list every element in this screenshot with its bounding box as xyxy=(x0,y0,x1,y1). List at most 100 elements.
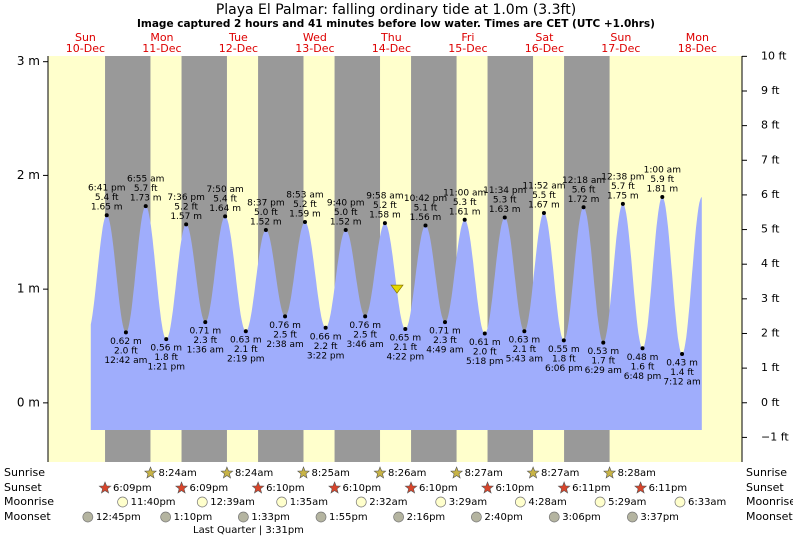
tide-label: 10:42 pm xyxy=(404,194,447,204)
moonrise-time: 6:33am xyxy=(688,497,726,508)
sunrise-icon xyxy=(144,466,157,479)
y2-tick-label: 1 ft xyxy=(761,361,780,374)
moonrise-time: 5:29am xyxy=(608,497,646,508)
weekday-label: Mon xyxy=(686,31,709,44)
moonrise-icon xyxy=(674,496,686,508)
tide-label: 7:12 am xyxy=(663,377,700,387)
tide-point xyxy=(680,351,685,356)
tide-label: 1.73 m xyxy=(130,194,162,204)
row-label: Sunrise xyxy=(4,466,45,479)
tide-label: 1.59 m xyxy=(289,210,321,220)
tide-label: 12:18 am xyxy=(562,176,605,186)
moonrise-icon xyxy=(355,496,367,508)
tide-label: 2.1 ft xyxy=(393,343,417,353)
weekday-label: Tue xyxy=(228,31,248,44)
tide-label: 1.61 m xyxy=(449,207,481,217)
y2-tick-label: 8 ft xyxy=(761,119,780,132)
date-label: 16-Dec xyxy=(525,42,564,55)
tide-label: 5:18 pm xyxy=(466,357,504,367)
tide-label: 5.5 ft xyxy=(532,191,556,201)
moonset-icon xyxy=(548,511,560,523)
tide-point xyxy=(283,314,288,319)
tide-point xyxy=(581,205,586,210)
tide-label: 0.48 m xyxy=(627,353,659,363)
sunset-icon xyxy=(634,481,648,494)
tide-label: 7:36 pm xyxy=(167,193,205,203)
tide-label: 5.4 ft xyxy=(213,194,237,204)
y2-tick-label: 9 ft xyxy=(761,84,780,97)
moonset-icon xyxy=(393,511,404,523)
tide-point xyxy=(184,222,189,227)
tide-label: 6:41 pm xyxy=(88,184,126,194)
tide-label: 0.71 m xyxy=(189,327,221,337)
moonrise-time: 3:29am xyxy=(449,497,487,508)
tide-label: 1.63 m xyxy=(489,205,521,215)
y2-tick-label: 10 ft xyxy=(761,49,787,62)
sunset-time: 6:10pm xyxy=(343,483,382,494)
row-label: Moonset xyxy=(4,510,51,523)
sunrise-icon xyxy=(373,466,387,479)
moonset-time: 1:10pm xyxy=(174,512,213,523)
moon-phase: Last Quarter | 3:31pm xyxy=(193,525,304,536)
tide-label: 6:55 am xyxy=(127,175,164,185)
sunrise-time: 8:28am xyxy=(618,468,656,479)
y-tick-label: 2 m xyxy=(17,168,40,182)
tide-label: 0.62 m xyxy=(110,337,142,347)
sunset-icon xyxy=(251,481,265,494)
sunset-time: 6:10pm xyxy=(496,483,535,494)
y2-tick-label: 6 ft xyxy=(761,188,780,201)
moonrise-time: 11:40pm xyxy=(131,497,176,508)
tide-label: 1.72 m xyxy=(568,195,600,205)
tide-label: 6:29 am xyxy=(585,366,622,376)
tide-label: 5.0 ft xyxy=(334,208,358,218)
y2-tick-label: 4 ft xyxy=(761,257,780,270)
tide-label: 1.8 ft xyxy=(552,354,576,364)
sunset-icon xyxy=(481,481,494,494)
tide-area xyxy=(90,197,702,430)
tide-point xyxy=(620,201,625,206)
tide-label: 2.5 ft xyxy=(273,330,297,340)
moonset-icon xyxy=(82,511,94,523)
row-label: Sunset xyxy=(4,481,42,494)
weekday-label: Sun xyxy=(610,31,631,44)
moonset-icon xyxy=(238,511,249,523)
tide-label: 2:19 pm xyxy=(227,355,265,365)
sunset-time: 6:09pm xyxy=(190,483,229,494)
sunrise-time: 8:26am xyxy=(388,468,426,479)
tide-label: 0.61 m xyxy=(469,338,501,348)
tide-point xyxy=(203,320,208,325)
tide-point xyxy=(660,195,665,200)
moonrise-icon xyxy=(276,496,288,508)
sunrise-time: 8:27am xyxy=(541,468,579,479)
tide-label: 3:46 am xyxy=(346,340,383,350)
tide-label: 7:50 am xyxy=(206,185,243,195)
tide-label: 6:48 pm xyxy=(624,372,662,382)
weekday-label: Wed xyxy=(303,31,327,44)
tide-label: 4:22 pm xyxy=(387,352,425,362)
moonrise-icon xyxy=(196,496,208,508)
sunset-icon xyxy=(557,481,571,494)
moonset-icon xyxy=(471,511,482,523)
sunset-time: 6:10pm xyxy=(419,483,458,494)
tide-label: 1:21 pm xyxy=(147,363,185,373)
tide-point xyxy=(302,220,307,225)
row-label: Sunset xyxy=(746,481,784,494)
tide-label: 3:22 pm xyxy=(307,351,345,361)
tide-point xyxy=(243,329,248,334)
tide-point xyxy=(541,210,546,215)
tide-label: 0.56 m xyxy=(150,344,182,354)
weekday-label: Thu xyxy=(380,31,402,44)
tide-label: 4:49 am xyxy=(426,346,463,356)
sunset-icon xyxy=(175,481,188,494)
moonrise-icon xyxy=(117,496,128,508)
tide-label: 11:52 am xyxy=(522,181,565,191)
sunset-time: 6:11pm xyxy=(572,483,611,494)
sunset-icon xyxy=(404,481,418,494)
date-label: 11-Dec xyxy=(142,42,181,55)
moonrise-time: 12:39am xyxy=(210,497,255,508)
tide-label: 0.76 m xyxy=(269,321,301,331)
tide-label: 0.65 m xyxy=(389,333,421,343)
tide-label: 1.58 m xyxy=(369,211,401,221)
moonrise-time: 4:28am xyxy=(528,497,566,508)
tide-label: 1.56 m xyxy=(410,213,442,223)
